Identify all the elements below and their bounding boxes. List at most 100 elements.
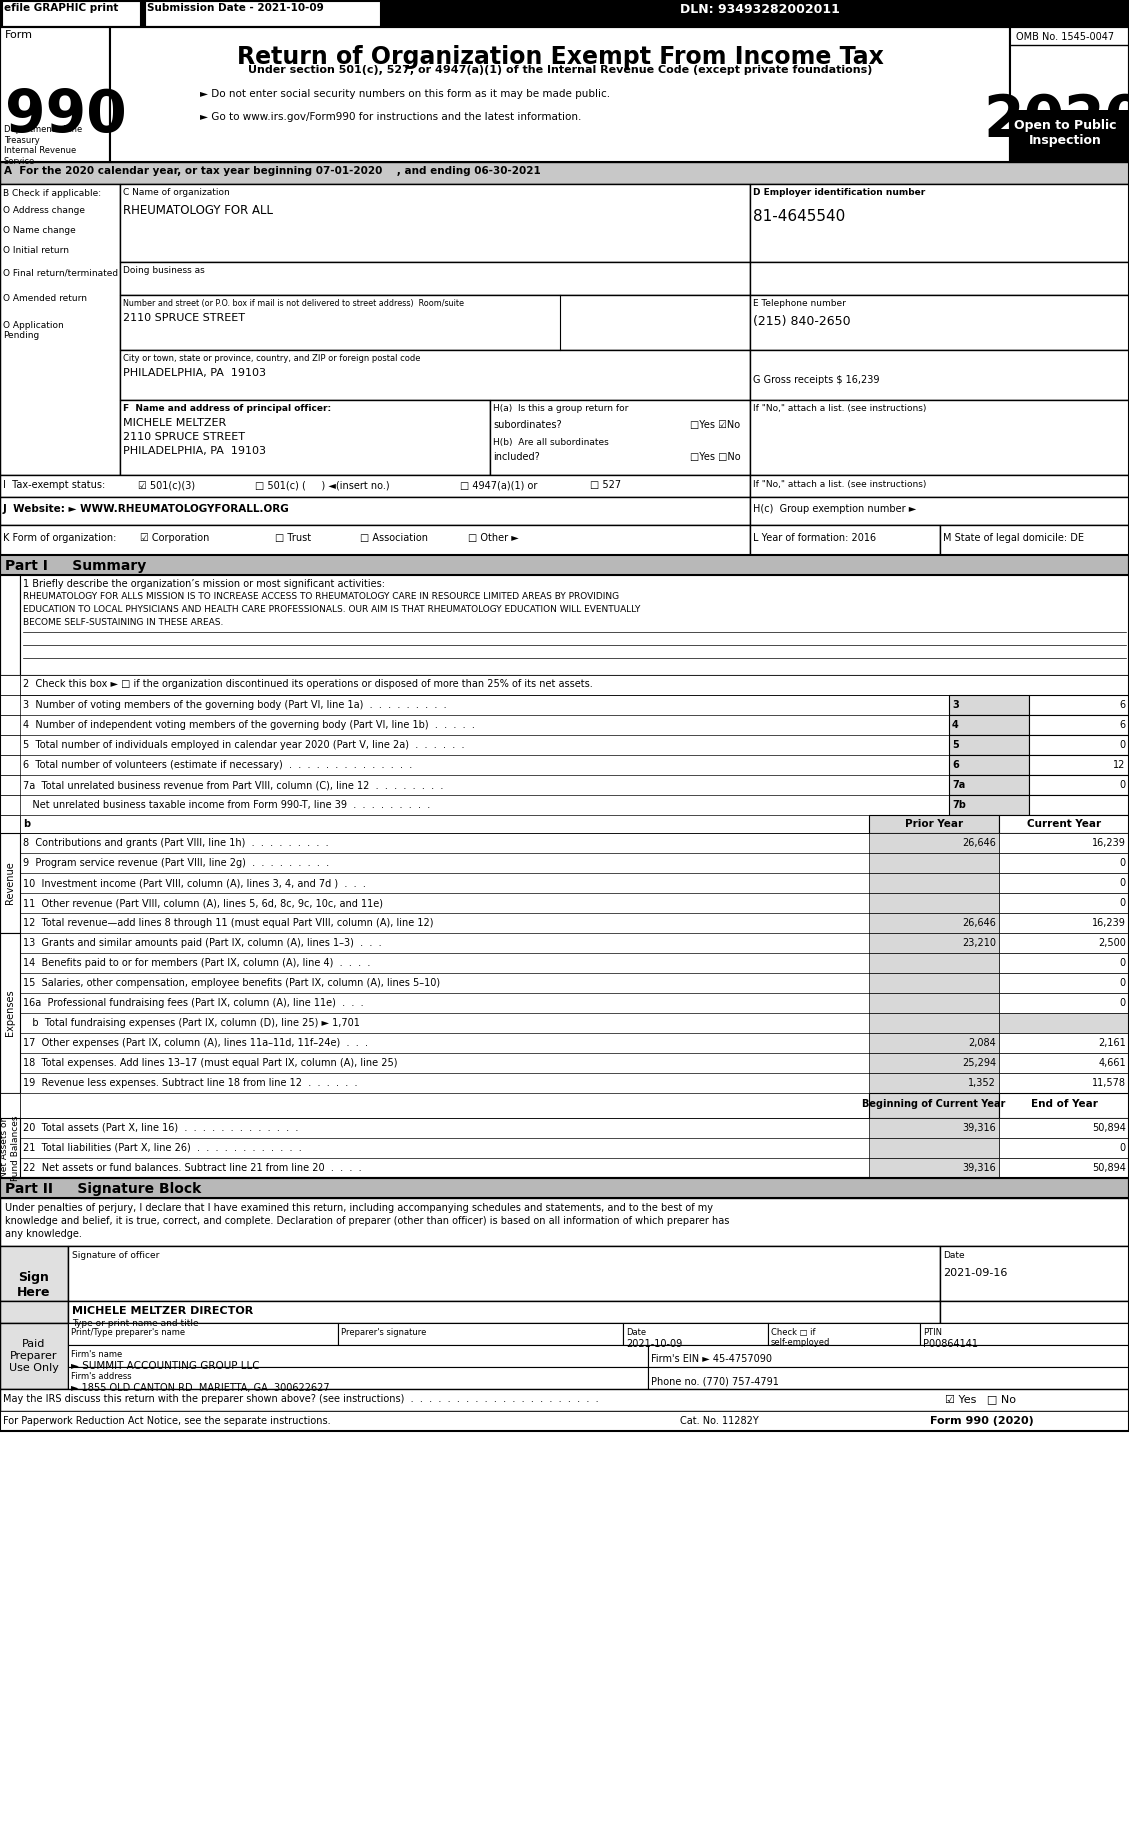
Bar	[120, 400, 490, 475]
Bar	[869, 1052, 999, 1072]
Text: 8  Contributions and grants (Part VIII, line 1h)  .  .  .  .  .  .  .  .  .: 8 Contributions and grants (Part VIII, l…	[23, 839, 329, 848]
Bar	[869, 974, 999, 994]
Text: MICHELE MELTZER: MICHELE MELTZER	[123, 418, 226, 428]
Bar	[0, 1118, 20, 1178]
Text: 3  Number of voting members of the governing body (Part VI, line 1a)  .  .  .  .: 3 Number of voting members of the govern…	[23, 700, 447, 711]
Text: Firm's address: Firm's address	[71, 1372, 132, 1381]
Text: Revenue: Revenue	[5, 862, 15, 904]
Text: City or town, state or province, country, and ZIP or foreign postal code: City or town, state or province, country…	[123, 354, 420, 364]
Bar	[869, 1072, 999, 1093]
Text: 2021-10-09: 2021-10-09	[625, 1339, 682, 1348]
Text: M State of legal domicile: DE: M State of legal domicile: DE	[943, 533, 1084, 543]
Text: Net Assets or
Fund Balances: Net Assets or Fund Balances	[0, 1114, 19, 1180]
Text: O Initial return: O Initial return	[3, 247, 69, 256]
Bar	[750, 524, 940, 555]
Bar	[20, 674, 1129, 694]
Text: Net unrelated business taxable income from Form 990-T, line 39  .  .  .  .  .  .: Net unrelated business taxable income fr…	[23, 800, 430, 809]
Bar	[1029, 694, 1129, 714]
Bar	[0, 27, 1129, 1431]
Text: O Amended return: O Amended return	[3, 294, 87, 303]
Text: O Name change: O Name change	[3, 227, 76, 236]
Bar	[750, 497, 1129, 524]
Text: K Form of organization:: K Form of organization:	[3, 533, 116, 543]
Text: ☑ Yes   □ No: ☑ Yes □ No	[945, 1394, 1016, 1403]
Text: 3: 3	[952, 700, 959, 711]
Bar	[999, 934, 1129, 954]
Bar	[0, 1301, 68, 1323]
Text: Cat. No. 11282Y: Cat. No. 11282Y	[680, 1416, 759, 1427]
Text: 0: 0	[1120, 899, 1126, 908]
Text: □ Other ►: □ Other ►	[469, 533, 518, 543]
Text: Signature of officer: Signature of officer	[72, 1251, 159, 1261]
Bar	[949, 714, 1029, 734]
Text: ► Do not enter social security numbers on this form as it may be made public.: ► Do not enter social security numbers o…	[200, 90, 610, 99]
Text: May the IRS discuss this return with the preparer shown above? (see instructions: May the IRS discuss this return with the…	[3, 1394, 598, 1403]
Bar	[949, 694, 1029, 714]
Text: D Employer identification number: D Employer identification number	[753, 188, 926, 197]
Bar	[768, 1323, 920, 1345]
Bar	[1029, 755, 1129, 775]
Text: G Gross receipts $ 16,239: G Gross receipts $ 16,239	[753, 375, 879, 385]
Text: For Paperwork Reduction Act Notice, see the separate instructions.: For Paperwork Reduction Act Notice, see …	[3, 1416, 331, 1427]
Bar	[999, 1093, 1129, 1118]
Bar	[68, 1301, 940, 1323]
Bar	[869, 934, 999, 954]
Text: Submission Date - 2021-10-09: Submission Date - 2021-10-09	[147, 4, 324, 13]
Text: Preparer's signature: Preparer's signature	[341, 1328, 427, 1337]
Text: Check □ if
self-employed: Check □ if self-employed	[771, 1328, 830, 1346]
Bar	[999, 954, 1129, 974]
Text: 16a  Professional fundraising fees (Part IX, column (A), line 11e)  .  .  .: 16a Professional fundraising fees (Part …	[23, 998, 364, 1009]
Bar	[869, 1158, 999, 1178]
Bar	[999, 1012, 1129, 1032]
Bar	[869, 914, 999, 934]
Text: 20  Total assets (Part X, line 16)  .  .  .  .  .  .  .  .  .  .  .  .  .: 20 Total assets (Part X, line 16) . . . …	[23, 1124, 298, 1133]
Bar	[0, 555, 1129, 576]
Bar	[999, 853, 1129, 873]
Text: 13  Grants and similar amounts paid (Part IX, column (A), lines 1–3)  .  .  .: 13 Grants and similar amounts paid (Part…	[23, 937, 382, 948]
Bar	[869, 1138, 999, 1158]
Text: H(b)  Are all subordinates: H(b) Are all subordinates	[493, 438, 609, 448]
Text: Part II     Signature Block: Part II Signature Block	[5, 1182, 201, 1197]
Text: 5: 5	[952, 740, 959, 751]
Text: 5  Total number of individuals employed in calendar year 2020 (Part V, line 2a) : 5 Total number of individuals employed i…	[23, 740, 464, 751]
Text: 12  Total revenue—add lines 8 through 11 (must equal Part VIII, column (A), line: 12 Total revenue—add lines 8 through 11 …	[23, 917, 434, 928]
Text: 4: 4	[952, 720, 959, 731]
Bar	[68, 1246, 940, 1301]
Text: F  Name and address of principal officer:: F Name and address of principal officer:	[123, 404, 331, 413]
Bar	[940, 524, 1129, 555]
Text: EDUCATION TO LOCAL PHYSICIANS AND HEALTH CARE PROFESSIONALS. OUR AIM IS THAT RHE: EDUCATION TO LOCAL PHYSICIANS AND HEALTH…	[23, 605, 640, 614]
Text: 4,661: 4,661	[1099, 1058, 1126, 1069]
Text: Form 990 (2020): Form 990 (2020)	[930, 1416, 1034, 1427]
Text: B Check if applicable:: B Check if applicable:	[3, 188, 102, 197]
Bar	[68, 1323, 338, 1345]
Bar	[1010, 110, 1129, 163]
Text: Number and street (or P.O. box if mail is not delivered to street address)  Room: Number and street (or P.O. box if mail i…	[123, 300, 464, 309]
Text: Doing business as: Doing business as	[123, 267, 204, 276]
Text: 0: 0	[1120, 1144, 1126, 1153]
Bar	[750, 400, 1129, 475]
Bar	[0, 1410, 1129, 1431]
Bar	[1029, 734, 1129, 755]
Text: any knowledge.: any knowledge.	[5, 1230, 82, 1239]
Bar	[869, 873, 999, 893]
Bar	[0, 1178, 1129, 1199]
Text: If "No," attach a list. (see instructions): If "No," attach a list. (see instruction…	[753, 404, 927, 413]
Text: 50,894: 50,894	[1092, 1124, 1126, 1133]
Bar	[999, 1072, 1129, 1093]
Bar	[999, 914, 1129, 934]
Text: Firm's name: Firm's name	[71, 1350, 122, 1359]
Text: □ 527: □ 527	[590, 481, 621, 490]
Text: Open to Public
Inspection: Open to Public Inspection	[1014, 119, 1117, 146]
Text: If "No," attach a list. (see instructions): If "No," attach a list. (see instruction…	[753, 481, 927, 490]
Bar	[0, 1199, 1129, 1246]
Text: ► SUMMIT ACCOUNTING GROUP LLC: ► SUMMIT ACCOUNTING GROUP LLC	[71, 1361, 260, 1370]
Text: 16,239: 16,239	[1092, 917, 1126, 928]
Text: H(c)  Group exemption number ►: H(c) Group exemption number ►	[753, 504, 917, 513]
Bar	[0, 576, 20, 674]
Bar	[120, 185, 750, 261]
Bar	[0, 795, 20, 815]
Text: 19  Revenue less expenses. Subtract line 18 from line 12  .  .  .  .  .  .: 19 Revenue less expenses. Subtract line …	[23, 1078, 358, 1089]
Bar	[999, 1118, 1129, 1138]
Bar	[949, 775, 1029, 795]
Text: 0: 0	[1120, 957, 1126, 968]
